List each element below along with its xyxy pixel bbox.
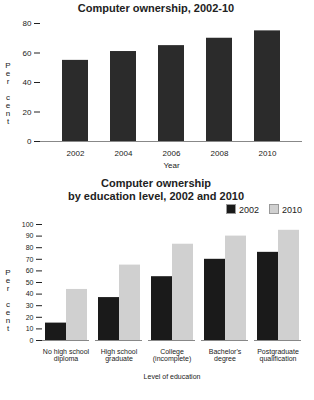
svg-text:2010: 2010 (259, 149, 277, 158)
svg-text:70: 70 (26, 256, 34, 263)
svg-text:50: 50 (26, 279, 34, 286)
svg-text:2004: 2004 (115, 149, 133, 158)
svg-text:30: 30 (26, 302, 34, 309)
html-text:Computer ownership, 2002-10: Computer ownership, 2002-10 (77, 2, 235, 14)
svg-text:60: 60 (26, 267, 34, 274)
html-text:2010: 2010 (282, 205, 302, 215)
svg-text:No high schooldiploma: No high schooldiploma (43, 348, 90, 363)
svg-text:College(incomplete): College(incomplete) (153, 348, 192, 363)
svg-text:10: 10 (26, 325, 34, 332)
svg-text:20: 20 (23, 108, 32, 117)
svg-text:Postgraduatequalification: Postgraduatequalification (257, 348, 299, 363)
svg-text:20: 20 (26, 314, 34, 321)
svg-text:Level of education: Level of education (144, 373, 201, 380)
html-text:2002: 2002 (238, 205, 259, 215)
svg-text:80: 80 (23, 19, 32, 28)
html-text:Computer ownership by educatio: Computer ownership by education level, 2… (68, 177, 244, 202)
html-text:P e r c e n t: P e r c e n t (5, 61, 11, 126)
html-text:P e r c e n t: P e r c e n t (5, 268, 11, 333)
svg-text:40: 40 (23, 78, 32, 87)
svg-text:2006: 2006 (163, 149, 181, 158)
svg-text:60: 60 (23, 49, 32, 58)
svg-text:90: 90 (26, 232, 34, 239)
svg-text:2002: 2002 (67, 149, 85, 158)
svg-text:2008: 2008 (211, 149, 229, 158)
svg-text:100: 100 (22, 221, 34, 228)
svg-text:Bachelor'sdegree: Bachelor'sdegree (209, 348, 242, 363)
svg-text:0: 0 (27, 137, 32, 146)
svg-text:40: 40 (26, 290, 34, 297)
svg-text:80: 80 (26, 244, 34, 251)
svg-text:Year: Year (163, 161, 180, 170)
svg-text:0: 0 (30, 337, 34, 344)
svg-text:High schoolgraduate: High schoolgraduate (101, 348, 138, 363)
